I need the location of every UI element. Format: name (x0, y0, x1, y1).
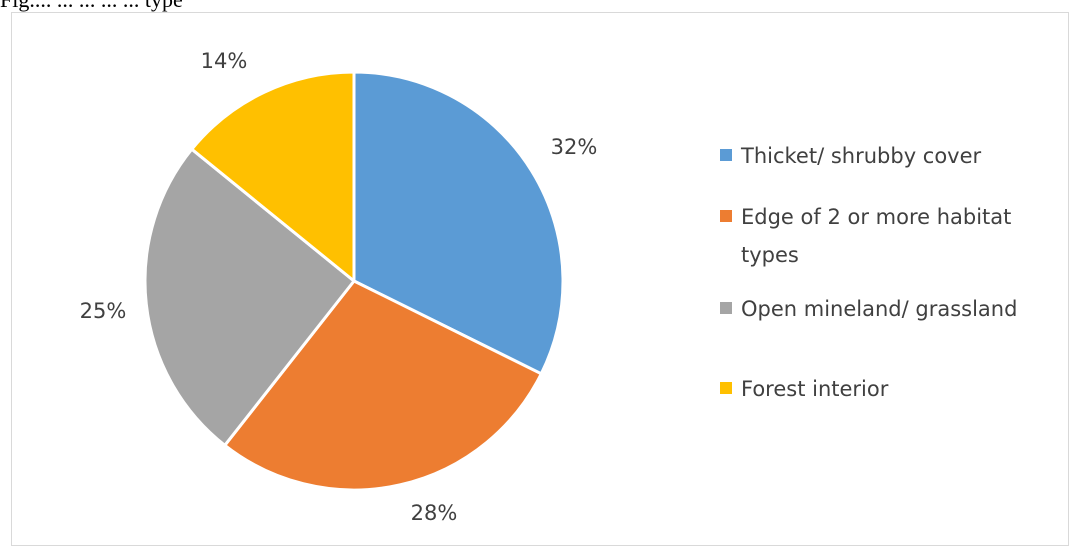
legend-label-2-line-1: Edge of 2 or more habitat (741, 205, 1011, 229)
legend-swatch-2 (720, 210, 732, 222)
legend-label-4: Forest interior (741, 377, 889, 401)
legend-swatch-3 (720, 302, 732, 314)
slice-label-1: 32% (551, 135, 598, 159)
figure-caption: Fig.... ... ... ... ... type (0, 0, 183, 13)
legend: Thicket/ shrubby cover Edge of 2 or more … (720, 144, 1017, 401)
pie-slice-3 (143, 147, 356, 447)
legend-swatch-1 (720, 149, 732, 161)
slice-label-4: 14% (201, 49, 248, 73)
data-labels: 32% 28% 25% 14% (80, 49, 598, 525)
pie-slice-4 (190, 70, 356, 283)
pie-slice-2 (223, 279, 543, 492)
legend-swatch-4 (720, 382, 732, 394)
legend-label-3: Open mineland/ grassland (741, 297, 1017, 321)
legend-label-1: Thicket/ shrubby cover (740, 144, 982, 168)
slice-label-3: 25% (80, 299, 127, 323)
legend-label-2-line-2: types (741, 243, 799, 267)
slice-label-2: 28% (411, 501, 458, 525)
pie-slices (143, 70, 565, 492)
pie-slice-1 (352, 70, 565, 376)
